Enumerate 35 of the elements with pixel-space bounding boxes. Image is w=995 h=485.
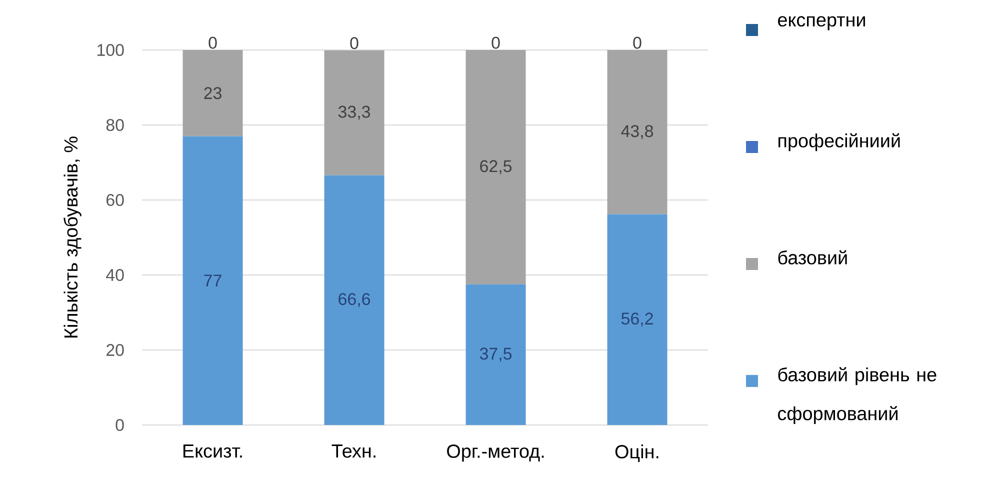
data-label: 62,5: [480, 160, 512, 174]
bar: [466, 50, 526, 284]
bar: [466, 284, 526, 425]
bar: [607, 50, 668, 214]
data-label: 23: [204, 87, 222, 100]
bar: [324, 50, 384, 176]
data-label: 0: [492, 36, 500, 49]
data-label: 66,6: [338, 293, 370, 308]
bar: [324, 175, 384, 425]
x-tick-label: Ексизт.: [183, 444, 242, 458]
x-tick-label: Оцін.: [615, 444, 658, 462]
legend-label: експертни: [778, 16, 865, 30]
data-label: 56,2: [621, 312, 653, 327]
data-label: 0: [208, 36, 217, 49]
y-tick-label: 0: [116, 418, 124, 431]
data-label: 37,5: [480, 348, 512, 362]
data-label: 33,3: [338, 106, 370, 120]
bar: [182, 136, 243, 425]
legend-label: базовий рівень не сформований: [778, 367, 936, 424]
y-tick-label: 60: [106, 194, 124, 206]
legend-label: базовий: [778, 250, 847, 264]
data-label: 0: [350, 37, 358, 50]
y-tick-label: 100: [98, 44, 124, 56]
data-label: 77: [204, 274, 222, 286]
x-tick-label: Орг.-метод.: [447, 444, 544, 462]
legend-label: професійниий: [778, 133, 900, 152]
data-label: 0: [633, 36, 642, 49]
y-tick-label: 40: [106, 268, 124, 281]
x-tick-label: Техн.: [332, 444, 376, 458]
data-label: 43,8: [621, 125, 654, 140]
y-axis-title: Кількість здобувачів, %: [64, 136, 82, 338]
bar: [607, 214, 668, 425]
bar: [182, 50, 243, 136]
y-tick-label: 20: [106, 344, 124, 356]
y-tick-label: 80: [106, 118, 124, 131]
